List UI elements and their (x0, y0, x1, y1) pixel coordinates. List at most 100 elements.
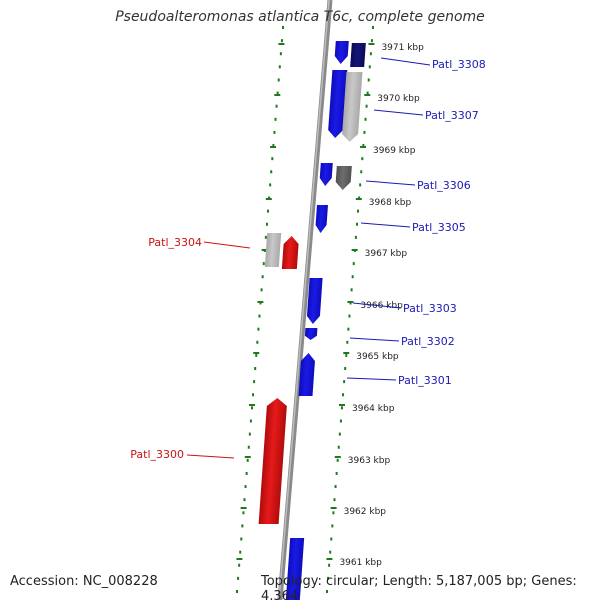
ruler-left-dot (271, 157, 274, 161)
ruler-left-dot (246, 458, 249, 462)
gene-block (328, 70, 348, 138)
kbp-tick-label: 3967 kbp (365, 249, 408, 259)
gene-label: Patl_3304 (148, 236, 202, 249)
ruler-right-dot (330, 537, 333, 541)
gene-block (285, 538, 305, 600)
ruler-left-dot (252, 393, 255, 397)
ruler-right-dot (336, 458, 339, 462)
ruler-left-dot (282, 26, 284, 29)
ruler-left-dot (257, 327, 260, 331)
gene-leader-line (346, 377, 397, 381)
ruler-right-dot (348, 314, 351, 318)
ruler-right-dot (372, 26, 374, 29)
ruler-right-dot (326, 590, 328, 593)
ruler-left-dot (243, 498, 246, 502)
kbp-tick-label: 3963 kbp (348, 456, 391, 466)
gene-label: Patl_3300 (130, 448, 184, 461)
ruler-right-dot (361, 157, 364, 161)
ruler-right-dot (331, 524, 334, 528)
kbp-tick-label: 3970 kbp (377, 94, 420, 104)
ruler-left-dot (238, 563, 241, 567)
ruler-left-dot (244, 485, 247, 489)
ruler-right-dot (328, 563, 331, 567)
topology-text: Topology: circular; Length: 5,187,005 bp… (261, 574, 577, 600)
gene-label: Patl_3305 (412, 221, 466, 234)
ruler-left-dot (272, 144, 275, 148)
ruler-left-dot (267, 209, 270, 213)
gene-block (264, 233, 282, 267)
ruler-right-dot (345, 353, 348, 357)
gene-block (306, 278, 323, 324)
gene-label: Patl_3301 (398, 374, 452, 387)
ruler-right-dot (351, 275, 354, 279)
ruler-left-dot (237, 576, 240, 580)
ruler-right-dot (352, 262, 355, 266)
ruler-left-dot (240, 537, 243, 541)
ruler-left-dot (248, 432, 251, 436)
gene-leader-line (349, 337, 400, 342)
gene-block (342, 72, 363, 142)
ruler-left-dot (256, 340, 259, 344)
kbp-tick-label: 3964 kbp (352, 404, 395, 414)
gene-label: Patl_3303 (403, 302, 457, 315)
kbp-tick-label: 3968 kbp (369, 198, 412, 208)
kbp-tick-label: 3969 kbp (373, 146, 416, 156)
ruler-right-dot (360, 170, 363, 174)
ruler-right-dot (340, 406, 343, 410)
ruler-left-dot (260, 288, 263, 292)
ruler-right-dot (329, 550, 332, 554)
ruler-right-dot (354, 235, 357, 239)
gene-leader-line (365, 180, 416, 186)
ruler-left-dot (258, 314, 261, 318)
ruler-left-dot (274, 117, 277, 121)
ruler-left-dot (250, 406, 253, 410)
gene-leader-line (360, 222, 411, 228)
ruler-left-dot (245, 471, 248, 475)
ruler-left-dot (264, 235, 267, 239)
accession-text: Accession: NC_008228 (10, 574, 158, 589)
ruler-left-dot (265, 222, 268, 226)
gene-label: Patl_3302 (401, 335, 455, 348)
ruler-right-dot (338, 432, 341, 436)
gene-leader-line (186, 454, 235, 459)
ruler-right-dot (362, 144, 365, 148)
ruler-right-dot (359, 183, 362, 187)
kbp-tick-label: 3965 kbp (356, 352, 399, 362)
gene-block (319, 163, 333, 186)
map-title: Pseudoalteromonas atlantica T6c, complet… (115, 9, 485, 25)
gene-block (304, 328, 318, 340)
ruler-left-dot (262, 262, 265, 266)
ruler-left-dot (279, 52, 282, 56)
gene-label: Patl_3306 (417, 179, 471, 192)
gene-block (334, 41, 349, 64)
ruler-right-dot (364, 117, 367, 121)
ruler-right-dot (333, 498, 336, 502)
ruler-right-dot (343, 380, 346, 384)
ruler-left-dot (276, 91, 279, 95)
kbp-tick-label: 3961 kbp (339, 558, 382, 568)
ruler-right-dot (332, 511, 335, 515)
ruler-left-dot (254, 367, 257, 371)
ruler-right-dot (368, 65, 371, 69)
ruler-right-dot (370, 39, 373, 43)
ruler-right-dot (365, 104, 368, 108)
gene-label: Patl_3308 (432, 58, 486, 71)
ruler-left-dot (255, 353, 258, 357)
ruler-right-dot (367, 78, 370, 82)
ruler-right-dot (335, 471, 338, 475)
gene-block (298, 353, 315, 396)
ruler-right-dot (337, 445, 340, 449)
ruler-left-dot (241, 524, 244, 528)
ruler-right-dot (357, 209, 360, 213)
ruler-left-dot (249, 419, 252, 423)
ruler-left-dot (275, 104, 278, 108)
kbp-tick-label: 3971 kbp (381, 43, 424, 53)
gene-leader-line (380, 57, 431, 66)
backbone-highlight (278, 0, 330, 600)
ruler-right-dot (344, 367, 347, 371)
ruler-right-dot (369, 52, 372, 56)
ruler-left-dot (236, 590, 238, 593)
ruler-left-dot (269, 183, 272, 187)
